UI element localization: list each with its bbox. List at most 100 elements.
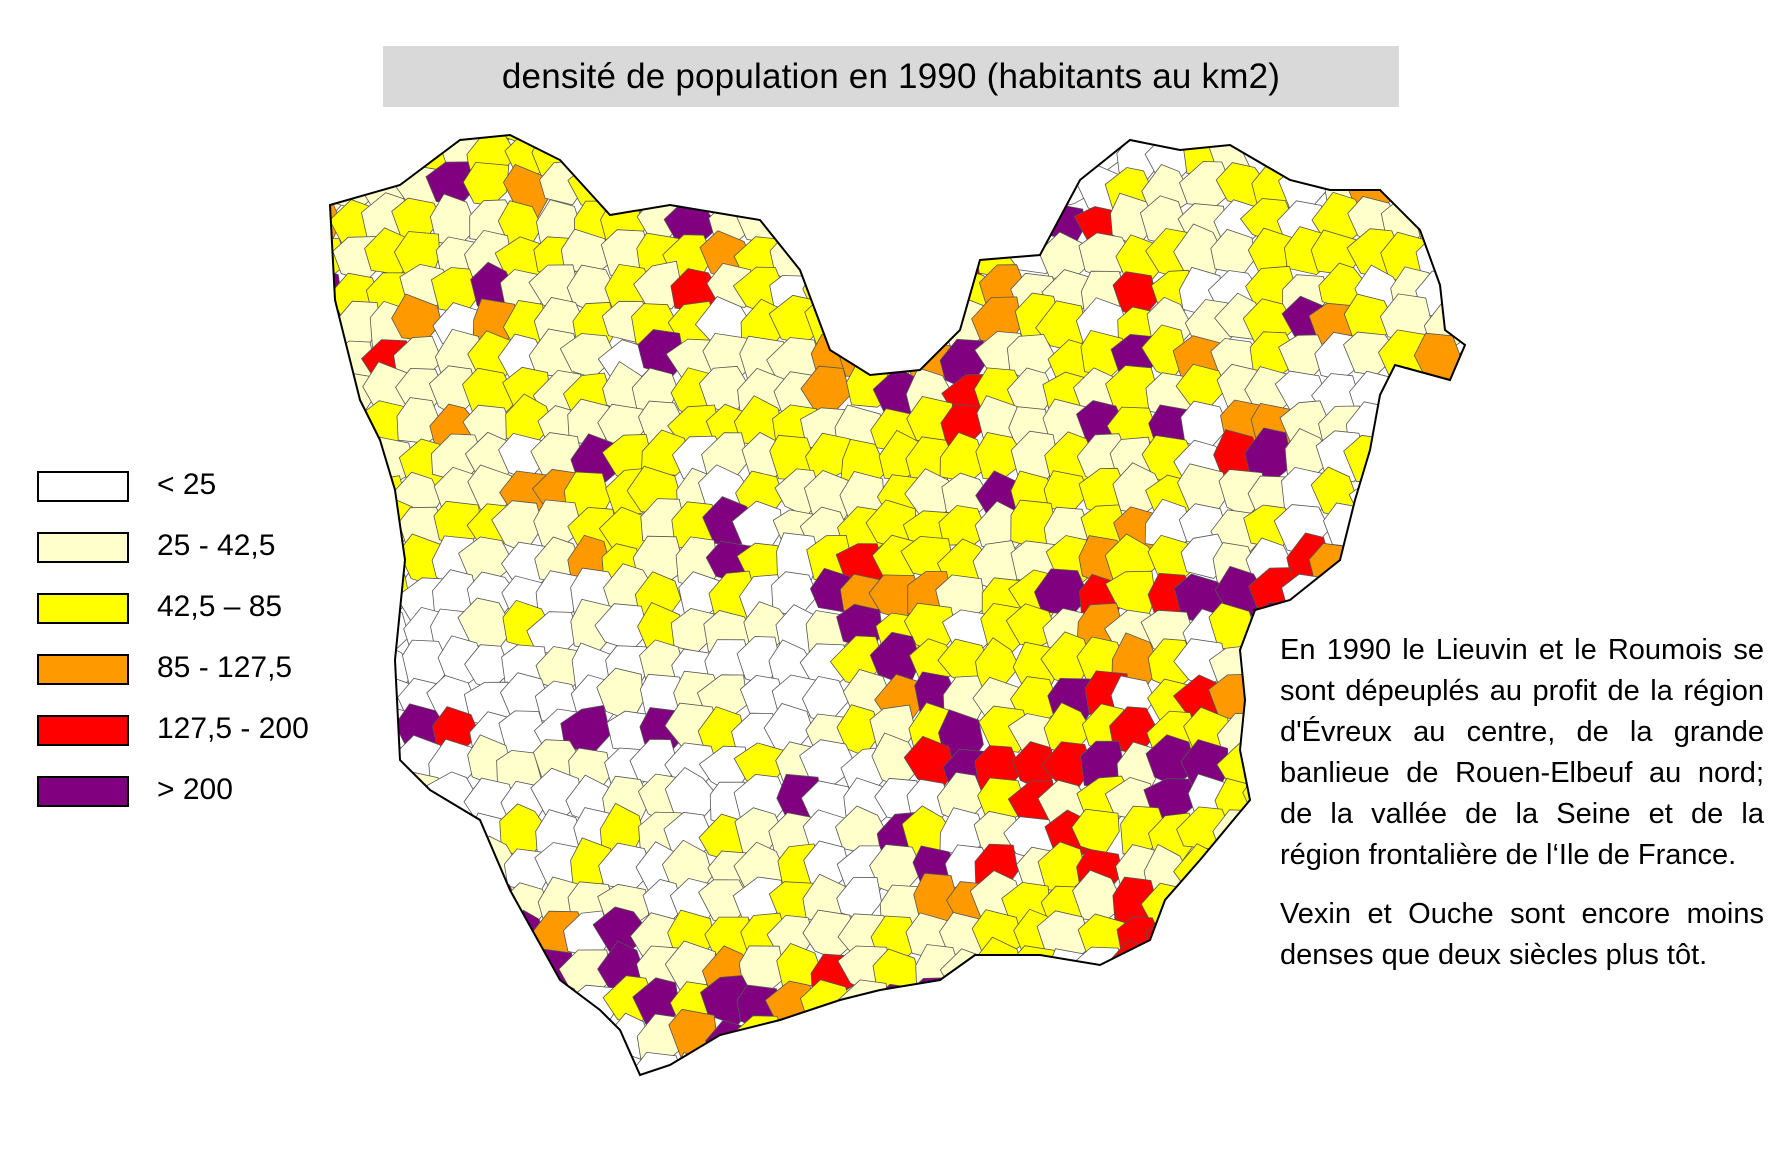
commune-cell xyxy=(1144,978,1199,1022)
commune-cell xyxy=(1449,504,1465,556)
commune-cell xyxy=(330,839,378,886)
commune-cell xyxy=(906,1012,958,1064)
commune-cell xyxy=(905,159,952,212)
commune-cell xyxy=(1115,1012,1161,1059)
commune-cell xyxy=(363,1009,415,1055)
commune-cell xyxy=(766,135,817,183)
commune-cell xyxy=(1386,470,1437,514)
commune-cell xyxy=(361,808,414,860)
commune-cell xyxy=(837,263,888,313)
commune-cell xyxy=(394,846,445,901)
commune-cell xyxy=(977,167,1025,218)
commune-cell xyxy=(908,135,957,152)
commune-cell xyxy=(1387,135,1434,174)
commune-cell xyxy=(330,977,376,1025)
commentary-paragraph-2: Vexin et Ouche sont encore moins denses … xyxy=(1280,898,1764,971)
commune-cell xyxy=(397,875,446,924)
commune-cell xyxy=(432,911,484,959)
commune-cell xyxy=(330,135,375,171)
commune-cell xyxy=(1006,135,1055,144)
commune-cell xyxy=(846,228,891,279)
commune-cell xyxy=(805,1038,857,1075)
commune-cell xyxy=(330,135,346,142)
commune-cell xyxy=(330,1016,380,1062)
commune-cell xyxy=(867,203,926,251)
commune-cell xyxy=(639,135,684,183)
commune-cell xyxy=(330,328,345,381)
commune-cell xyxy=(1069,135,1125,173)
commune-cell xyxy=(764,135,819,150)
commune-cell xyxy=(1456,1009,1465,1058)
commune-cell xyxy=(839,135,892,173)
commune-cell xyxy=(1345,135,1404,182)
commune-cell xyxy=(1180,949,1235,1001)
commune-cell xyxy=(1410,135,1464,174)
commune-cell xyxy=(505,1010,557,1060)
commune-cell xyxy=(808,135,856,178)
commune-cell xyxy=(974,135,1030,182)
commune-cell xyxy=(1454,1051,1465,1075)
commune-cell xyxy=(844,199,890,250)
commune-cell xyxy=(836,1007,889,1065)
commune-cell xyxy=(1011,1047,1064,1075)
legend-label: 42,5 – 85 xyxy=(157,590,283,623)
commune-cell xyxy=(1007,983,1054,1030)
legend-item-85-127: 85 - 127,5 xyxy=(37,651,397,688)
commune-cell xyxy=(604,136,649,183)
commune-cell xyxy=(1388,542,1435,585)
commune-cell xyxy=(915,1046,965,1075)
commune-cell xyxy=(843,1053,894,1075)
commune-cell xyxy=(330,942,383,987)
commune-cell xyxy=(1420,1015,1465,1061)
commune-cell xyxy=(430,1045,481,1075)
commune-cell xyxy=(330,951,345,1002)
commune-cell xyxy=(463,911,515,953)
commune-cell xyxy=(974,197,1027,245)
commune-cell xyxy=(365,878,412,933)
commune-cell xyxy=(1353,135,1406,137)
commune-cell xyxy=(1446,161,1465,212)
commune-cell xyxy=(1174,1049,1231,1075)
commune-cell xyxy=(1457,367,1465,421)
commune-cell xyxy=(1040,973,1096,1030)
commune-cell xyxy=(633,260,684,310)
commune-cell xyxy=(602,167,658,215)
commune-cell xyxy=(1174,911,1226,964)
commune-cell xyxy=(943,228,994,285)
commune-cell xyxy=(1108,135,1158,140)
map-title: densité de population en 1990 (habitants… xyxy=(383,46,1399,107)
commune-cell xyxy=(664,135,719,182)
commune-cell xyxy=(1448,234,1465,283)
commune-cell xyxy=(698,135,754,142)
commune-cell xyxy=(401,916,446,967)
commune-cell xyxy=(942,198,992,244)
commune-cell xyxy=(569,135,614,139)
commune-cell xyxy=(426,845,480,898)
commune-cell xyxy=(1382,504,1430,556)
commune-cell xyxy=(1380,437,1434,486)
commune-cell xyxy=(1248,1015,1297,1064)
commune-cell xyxy=(874,171,925,217)
commune-cell xyxy=(799,1008,854,1063)
commune-cell xyxy=(330,138,348,181)
commune-cell xyxy=(1277,135,1331,175)
commune-cell xyxy=(1347,538,1401,587)
commune-cell xyxy=(1218,947,1271,999)
commune-cell xyxy=(1383,406,1429,452)
commune-cell xyxy=(878,135,926,148)
commune-cell xyxy=(497,1052,547,1075)
commune-cell xyxy=(330,135,377,142)
commune-cell xyxy=(904,267,955,316)
commune-cell xyxy=(1454,433,1465,485)
commune-cell xyxy=(330,872,379,923)
commune-cell xyxy=(631,135,678,140)
commune-cell xyxy=(1002,135,1051,177)
commune-cell xyxy=(837,135,887,146)
commune-cell xyxy=(1008,1015,1056,1066)
commune-cell xyxy=(330,1045,382,1075)
legend-item-25-42: 25 - 42,5 xyxy=(37,529,397,566)
commune-cell xyxy=(1178,880,1226,932)
commune-cell xyxy=(911,231,961,276)
commune-cell xyxy=(1318,1017,1363,1069)
commune-cell xyxy=(1104,985,1158,1030)
